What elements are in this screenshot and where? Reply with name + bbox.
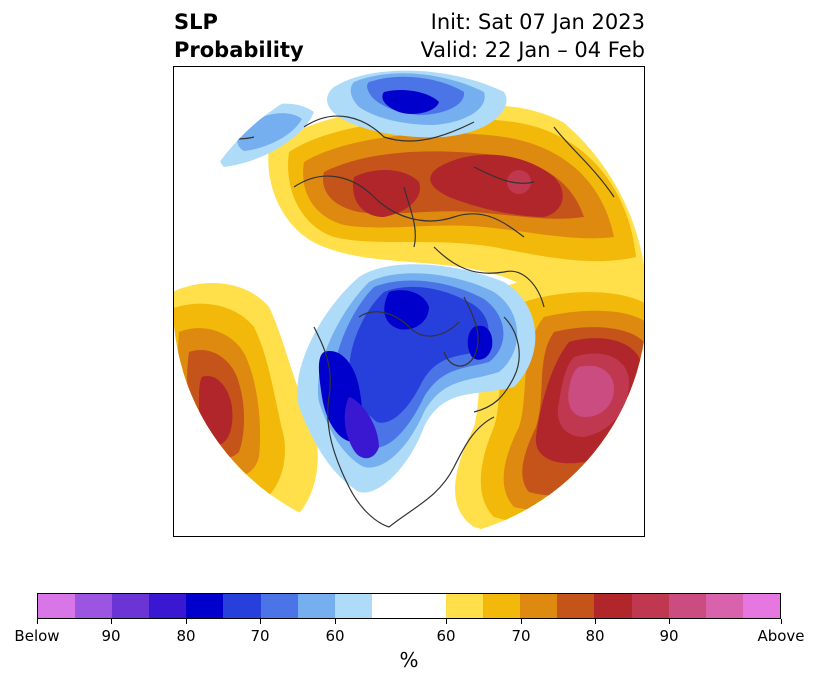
- colorbar-tick-label: 70: [511, 627, 531, 645]
- colorbar-tick: [780, 619, 782, 624]
- colorbar-segment: [186, 594, 224, 618]
- colorbar-tick-label: 80: [585, 627, 605, 645]
- colorbar-segment: [334, 594, 372, 618]
- colorbar-tick: [668, 619, 670, 624]
- colorbar-segment: [297, 594, 335, 618]
- colorbar-segment: [223, 594, 261, 618]
- colorbar-segment: [483, 594, 521, 618]
- colorbar-segment: [38, 594, 76, 618]
- colorbar-segment: [705, 594, 743, 618]
- colorbar-tick: [110, 619, 112, 624]
- colorbar-tick: [594, 619, 596, 624]
- colorbar: [37, 593, 781, 619]
- anomaly-siberia: [268, 103, 644, 317]
- colorbar-tick: [259, 619, 261, 624]
- chart-title-right: Init: Sat 07 Jan 2023 Valid: 22 Jan – 04…: [420, 8, 645, 64]
- colorbar-tick: [445, 619, 447, 624]
- colorbar-tick-label: 80: [176, 627, 196, 645]
- colorbar-segment: [446, 594, 484, 618]
- chart-title-left: SLP Probability: [174, 8, 304, 64]
- polar-map: [173, 66, 645, 537]
- colorbar-tick-label: Above: [757, 627, 805, 645]
- colorbar-tick-label: 70: [250, 627, 270, 645]
- colorbar-tick: [520, 619, 522, 624]
- colorbar-segment: [520, 594, 558, 618]
- colorbar-tick-label: 60: [436, 627, 456, 645]
- title-variable: SLP: [174, 10, 218, 34]
- colorbar-segment: [149, 594, 187, 618]
- anomaly-north-america: [297, 264, 536, 493]
- colorbar-tick: [36, 619, 38, 624]
- colorbar-unit-label: %: [399, 648, 419, 672]
- colorbar-tick-label: 90: [659, 627, 679, 645]
- colorbar-segment: [112, 594, 150, 618]
- colorbar-tick-label: Below: [14, 627, 60, 645]
- colorbar-tick: [185, 619, 187, 624]
- colorbar-segment: [260, 594, 298, 618]
- valid-range: Valid: 22 Jan – 04 Feb: [420, 38, 645, 62]
- probability-map-svg: [174, 67, 644, 536]
- colorbar-neutral-segment: [371, 594, 447, 618]
- coastlines: [193, 115, 615, 528]
- colorbar-segment: [668, 594, 706, 618]
- colorbar-segment: [742, 594, 780, 618]
- colorbar-tick-label: 90: [101, 627, 121, 645]
- colorbar-segment: [557, 594, 595, 618]
- title-type: Probability: [174, 38, 304, 62]
- init-date: Init: Sat 07 Jan 2023: [430, 10, 645, 34]
- colorbar-tick: [334, 619, 336, 624]
- colorbar-segment: [594, 594, 632, 618]
- colorbar-tick-label: 60: [325, 627, 345, 645]
- colorbar-segment: [631, 594, 669, 618]
- colorbar-segment: [75, 594, 113, 618]
